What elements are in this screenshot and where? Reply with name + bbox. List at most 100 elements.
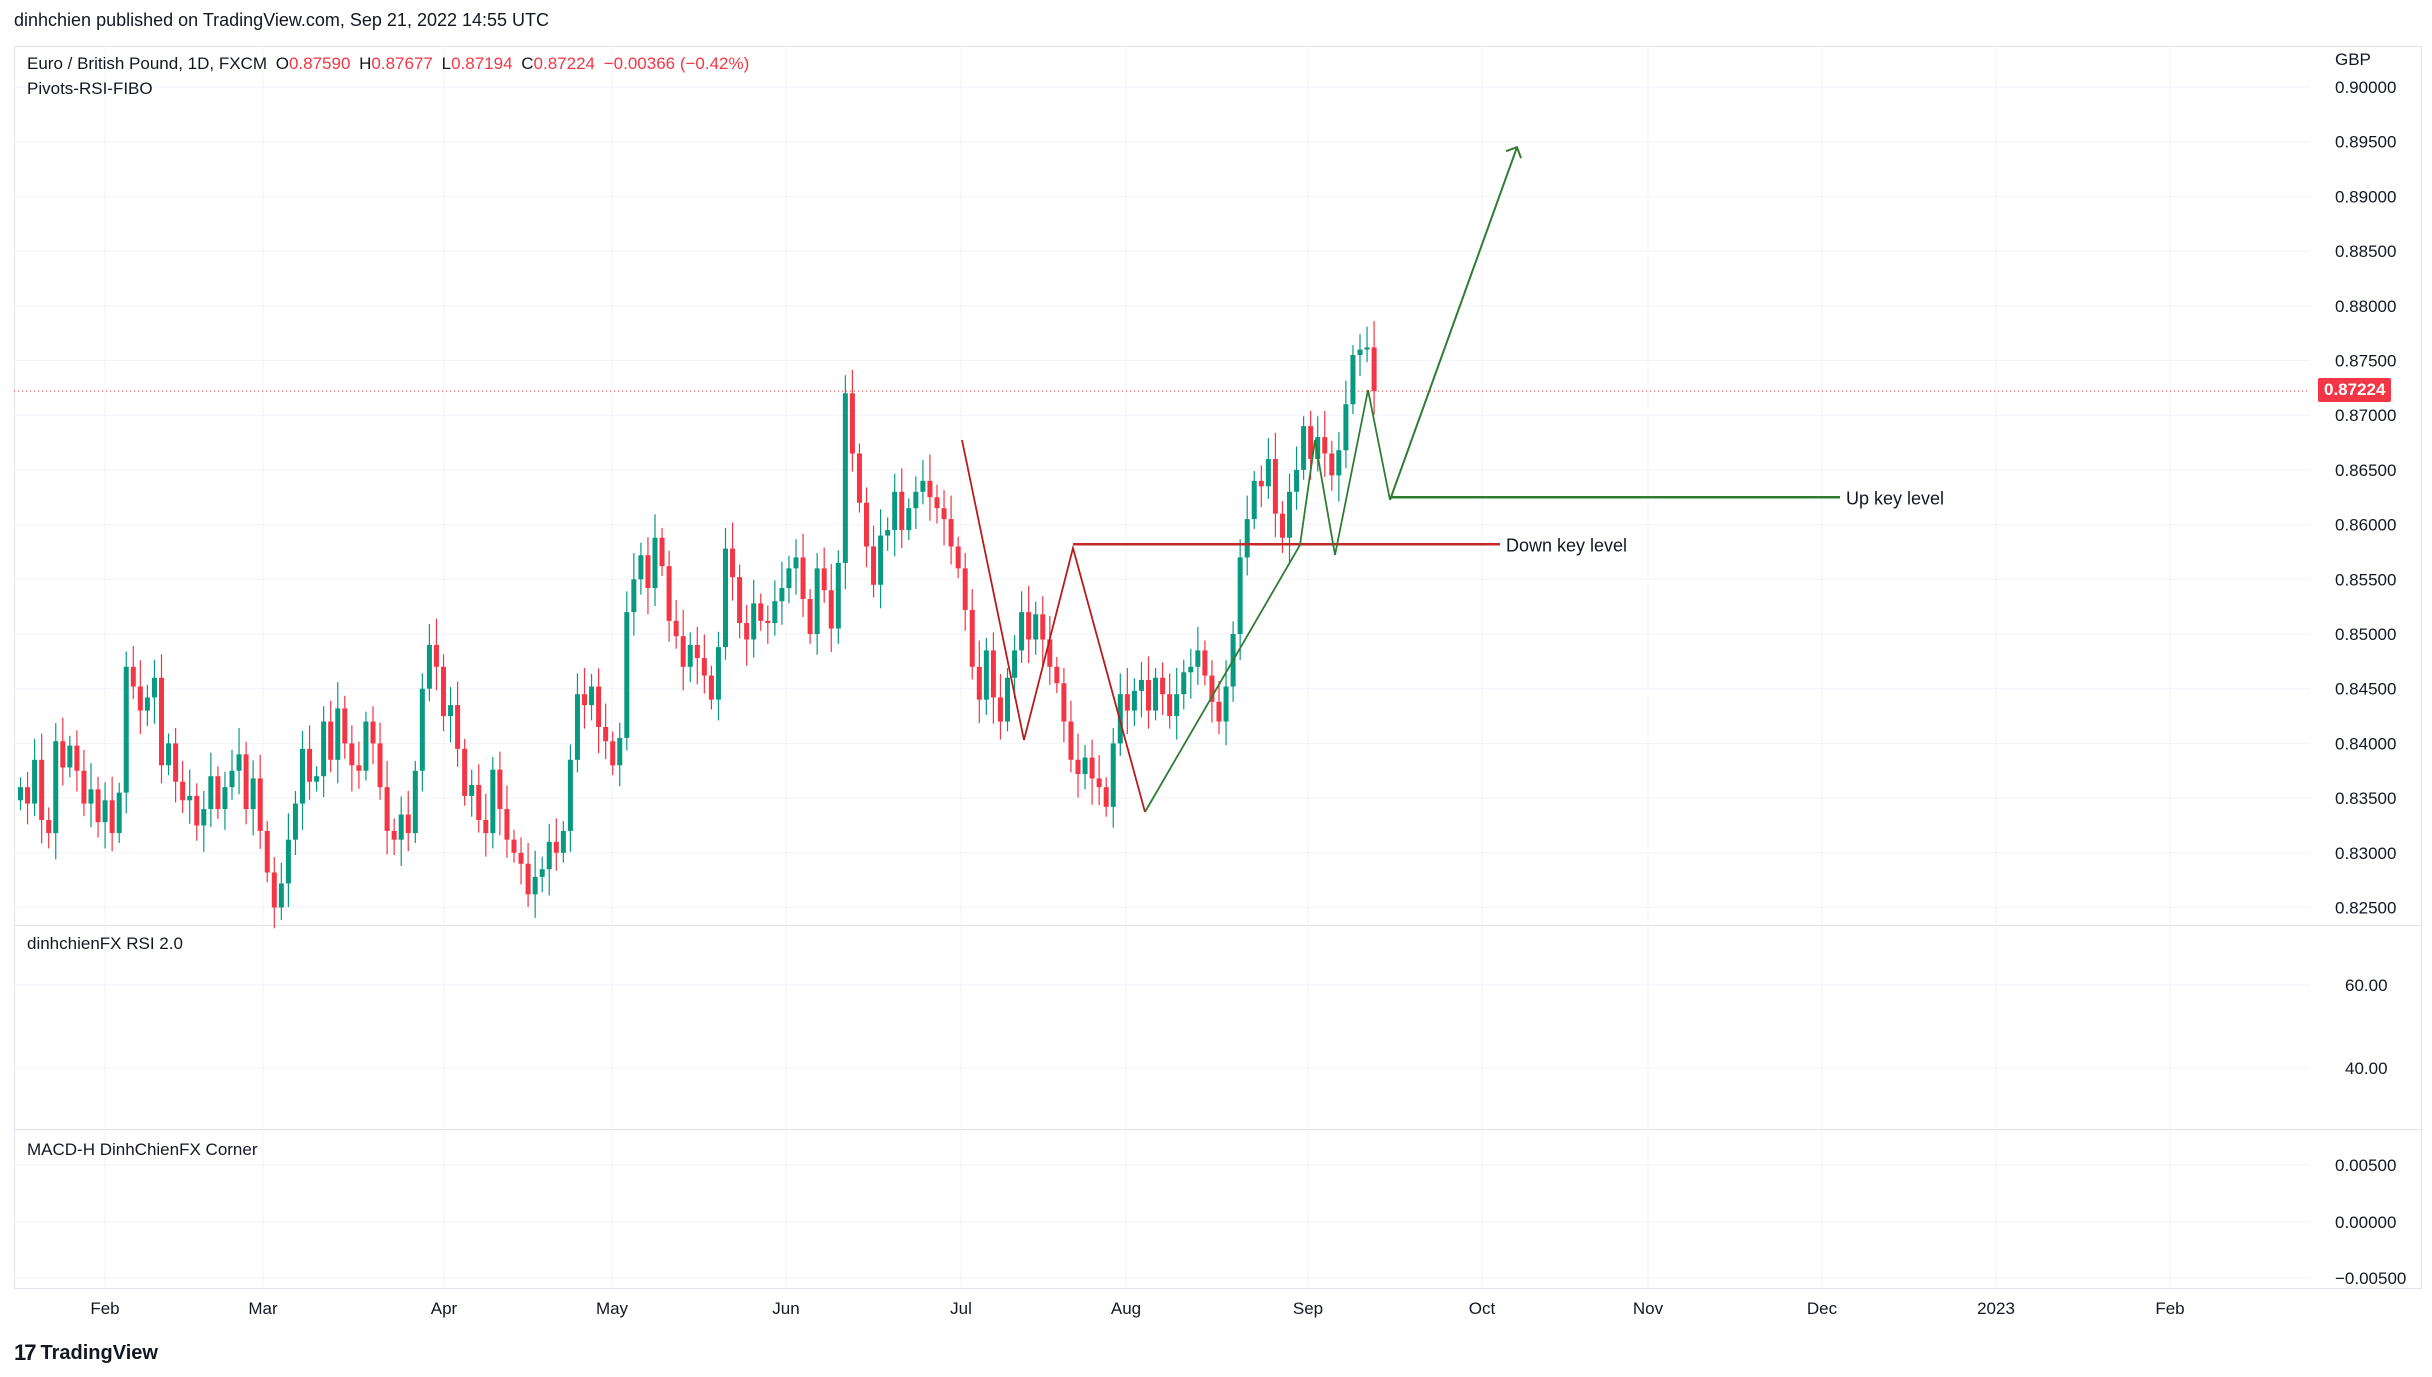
candle-body (525, 863, 531, 895)
x-tick-label: Mar (248, 1299, 278, 1318)
candle-body (1265, 458, 1271, 487)
candle-body (730, 548, 736, 578)
candle-body (1279, 513, 1285, 538)
candle-body (948, 519, 954, 547)
y-tick-label: 0.83500 (2335, 789, 2396, 808)
candle-body (673, 620, 679, 637)
candle-body (1195, 650, 1201, 667)
candle-body (990, 650, 996, 698)
candle-body (426, 644, 432, 689)
rsi-title[interactable]: dinhchienFX RSI 2.0 (27, 934, 183, 953)
candle-body (1294, 469, 1300, 492)
candle-body (983, 650, 989, 700)
candle-body (1026, 612, 1032, 640)
candle-body (560, 830, 566, 853)
candle-body (589, 686, 595, 706)
candle-body (137, 686, 143, 711)
macd-tick-label: 0.00500 (2335, 1156, 2396, 1175)
candle-body (1350, 355, 1356, 405)
candle-body (962, 568, 968, 610)
candle-body (842, 393, 848, 563)
candle-body (1364, 347, 1370, 350)
currency-label: GBP (2335, 50, 2371, 69)
macd-title[interactable]: MACD-H DinhChienFX Corner (27, 1140, 258, 1159)
candle-body (892, 491, 898, 531)
candle-body (67, 745, 73, 768)
candle-body (723, 548, 728, 648)
tradingview-logo[interactable]: 17 TradingView (14, 1340, 158, 1366)
candle-body (539, 869, 545, 877)
ohlc-high: 0.87677 (371, 54, 433, 73)
candle-body (1054, 666, 1060, 684)
rsi-tick-label: 40.00 (2345, 1059, 2388, 1078)
ohlc-low-label: L (441, 54, 452, 73)
candle-body (328, 721, 334, 760)
x-tick-label: Sep (1293, 1299, 1323, 1318)
indicator-label[interactable]: Pivots-RSI-FIBO (27, 79, 153, 98)
candle-body (18, 787, 23, 801)
projection-arrow-line (1389, 146, 1518, 501)
candle-body (208, 776, 214, 810)
y-tick-label: 0.83000 (2335, 844, 2396, 863)
candle-body (835, 562, 841, 629)
candle-body (363, 721, 369, 771)
candle-body (377, 743, 383, 788)
candle-body (116, 792, 122, 834)
candle-body (666, 566, 672, 621)
candle-body (532, 876, 538, 895)
y-tick-label: 0.85500 (2335, 570, 2396, 589)
candle-body (1202, 650, 1208, 676)
x-tick-label: Nov (1633, 1299, 1664, 1318)
candle-body (243, 754, 249, 810)
candle-body (1244, 519, 1250, 558)
candle-body (1089, 757, 1095, 779)
candle-body (321, 721, 327, 777)
candle-body (567, 759, 573, 831)
ohlc-open-label: O (275, 54, 289, 73)
y-tick-label: 0.88500 (2335, 242, 2396, 261)
candle-body (786, 568, 792, 589)
candle-body (997, 697, 1003, 722)
candle-body (236, 754, 242, 771)
candle-body (1160, 677, 1166, 695)
x-tick-label: 2023 (1977, 1299, 2015, 1318)
candle-body (1188, 666, 1194, 673)
candle-body (518, 852, 524, 864)
candle-body (349, 743, 355, 766)
candle-body (1146, 679, 1151, 711)
candle-body (701, 658, 707, 676)
candle-body (285, 839, 291, 884)
symbol-legend: Euro / British Pound, 1D, FXCM O0.87590 … (27, 54, 749, 74)
candle-body (257, 778, 263, 831)
y-tick-label: 0.90000 (2335, 78, 2396, 97)
candle-body (920, 480, 926, 492)
x-tick-label: Feb (90, 1299, 119, 1318)
last-price-badge: 0.87224 (2318, 378, 2392, 402)
candle-body (1096, 778, 1102, 788)
candle-body (737, 577, 743, 624)
candle-body (384, 787, 390, 831)
candle-body (1138, 679, 1144, 691)
candle-body (130, 666, 136, 687)
candle-body (765, 620, 771, 624)
candle-body (1251, 480, 1257, 520)
candle-body (624, 612, 630, 738)
candle-body (25, 787, 31, 804)
candle-body (758, 603, 764, 621)
candle-body (1322, 437, 1328, 454)
symbol-name: Euro / British Pound, 1D, FXCM (27, 54, 267, 73)
y-tick-label: 0.86500 (2335, 461, 2396, 480)
candle-body (123, 666, 129, 793)
candle-body (779, 588, 785, 602)
candle-body (1174, 694, 1180, 717)
candle-body (638, 555, 644, 580)
candle-body (476, 784, 482, 820)
candle-body (1103, 787, 1109, 807)
candle-body (264, 830, 270, 873)
candle-body (215, 776, 221, 810)
candle-body (694, 644, 700, 659)
brand-name: TradingView (40, 1341, 158, 1364)
candle-body (793, 557, 799, 569)
candle-body (504, 809, 510, 840)
